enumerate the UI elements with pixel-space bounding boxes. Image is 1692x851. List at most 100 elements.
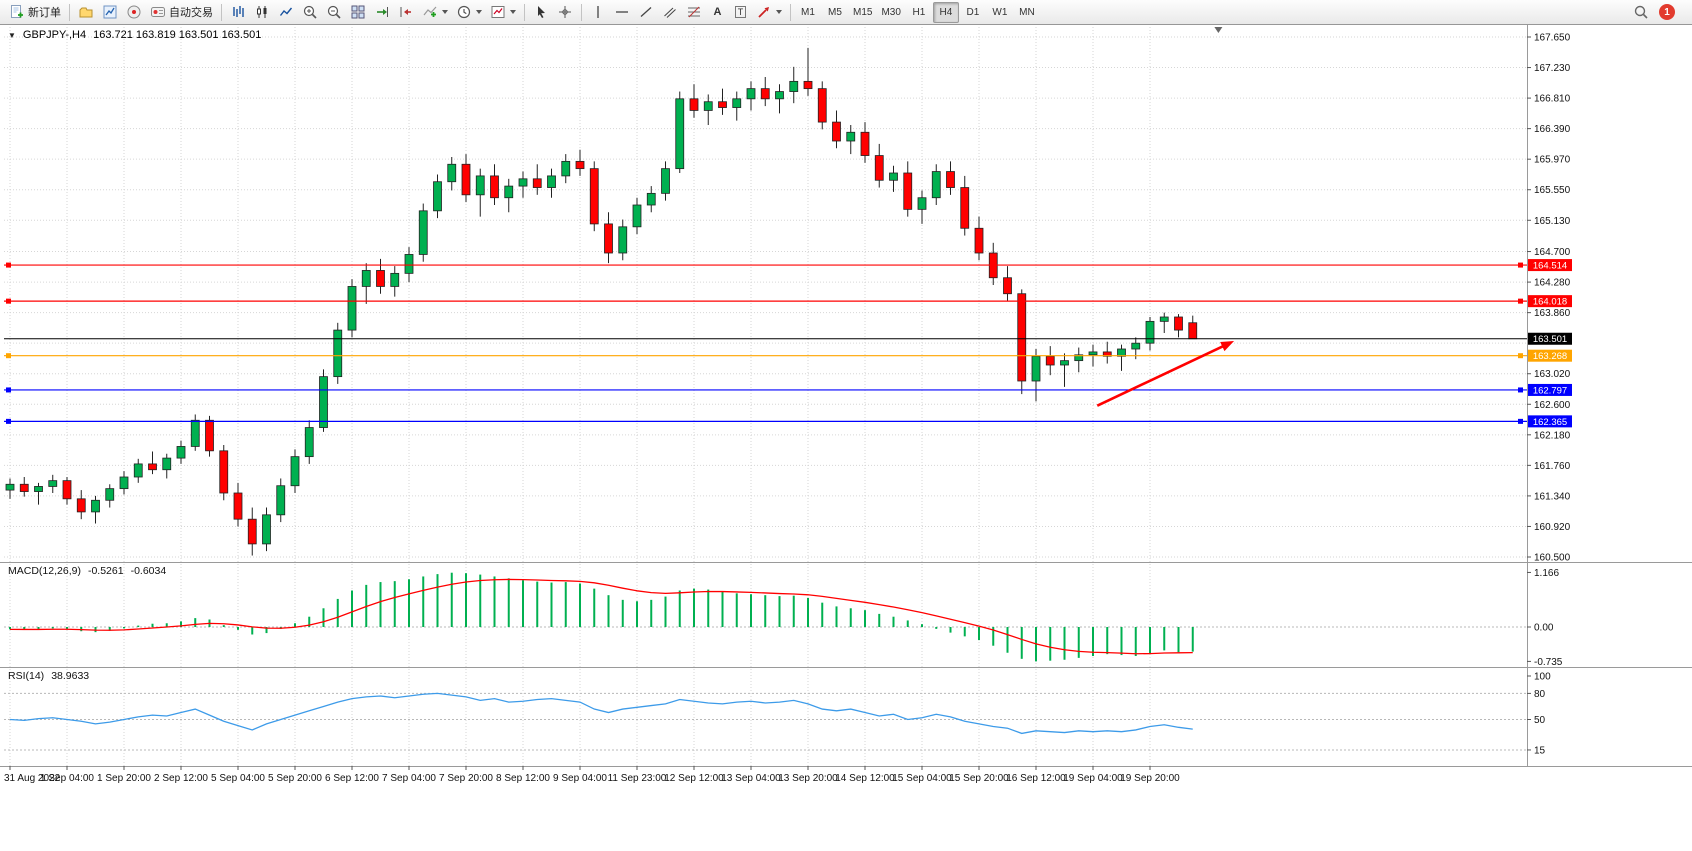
time-tick-label: 13 Sep 04:00: [721, 773, 781, 784]
time-tick-label: 16 Sep 12:00: [1006, 773, 1066, 784]
navigator-icon: [127, 5, 141, 19]
zoom-out-icon: [327, 5, 341, 19]
chart-canvas[interactable]: 167.650 167.230 166.810 166.390 165.970 165.5…: [0, 25, 1692, 851]
crosshair-icon: [559, 6, 571, 18]
line-handle[interactable]: [1518, 353, 1523, 359]
chart-grid: [4, 27, 1527, 766]
crosshair-button[interactable]: [553, 2, 577, 23]
svg-text:163.268: 163.268: [1533, 351, 1567, 362]
chart-symbol-period: GBPJPY-,H4: [22, 29, 87, 41]
axis-tick-label: 100: [1534, 672, 1551, 683]
auto-scroll-button[interactable]: [370, 2, 394, 23]
line-handle[interactable]: [6, 298, 11, 304]
line-handle[interactable]: [1518, 387, 1523, 393]
line-chart-button[interactable]: [274, 2, 298, 23]
rsi-pane: [4, 692, 1527, 751]
timeframe-button-m1[interactable]: M1: [795, 2, 821, 23]
autotrading-button[interactable]: 自动交易: [146, 2, 217, 23]
axis-tick-label: 160.920: [1534, 522, 1571, 533]
autotrading-label: 自动交易: [169, 7, 213, 19]
templates-icon: [491, 6, 505, 18]
macd-label: MACD(12,26,9): [8, 565, 81, 577]
timeframe-button-w1[interactable]: W1: [987, 2, 1013, 23]
chart-shift-button[interactable]: [394, 2, 418, 23]
navigator-button[interactable]: [122, 2, 146, 23]
hline-164.514[interactable]: [4, 262, 1527, 268]
hline-163.268[interactable]: [4, 353, 1527, 359]
macd-signal-line: [9, 578, 1193, 655]
axis-tick-label: 1.166: [1534, 568, 1559, 579]
one-click-collapse-icon[interactable]: ▼: [8, 30, 16, 40]
axis-tick-label: 15: [1534, 745, 1546, 756]
search-button[interactable]: [1629, 2, 1653, 23]
trend-arrow[interactable]: [1096, 341, 1235, 407]
timeframe-button-h1[interactable]: H1: [906, 2, 932, 23]
line-handle[interactable]: [1518, 298, 1523, 304]
notification-badge[interactable]: 1: [1659, 4, 1675, 20]
bar-chart-button[interactable]: [226, 2, 250, 23]
timeframe-button-h4[interactable]: H4: [932, 1, 959, 23]
time-tick-label: 1 Sep 04:00: [40, 773, 94, 784]
timeframe-button-m5[interactable]: M5: [822, 2, 848, 23]
new-order-icon: [11, 5, 23, 18]
tile-windows-button[interactable]: [346, 2, 370, 23]
timeframe-button-m15[interactable]: M15: [849, 2, 876, 23]
trendline-button[interactable]: [634, 2, 658, 23]
new-order-label: 新订单: [28, 7, 61, 19]
arrow-tool-icon: [758, 7, 769, 18]
time-tick-label: 13 Sep 20:00: [778, 773, 838, 784]
candlestick-chart-button[interactable]: [250, 2, 274, 23]
line-handle[interactable]: [1518, 418, 1523, 424]
rsi-value: 38.9633: [51, 670, 90, 682]
price-badge-163.268: 163.268: [1528, 349, 1572, 362]
time-tick-label: 31 Aug 2022: [4, 773, 61, 784]
market-watch-button[interactable]: [98, 2, 122, 23]
hline-164.018[interactable]: [4, 298, 1527, 304]
axis-tick-label: 164.280: [1534, 278, 1571, 289]
periods-icon: [457, 5, 471, 19]
vertical-line-button[interactable]: [586, 2, 610, 23]
line-handle[interactable]: [6, 262, 11, 268]
timeframe-button-d1[interactable]: D1: [960, 2, 986, 23]
rsi-line: [9, 692, 1193, 735]
dropdown-caret-icon: [776, 10, 782, 14]
text-label-tool-button[interactable]: T: [729, 2, 752, 23]
toolbar-separator: [524, 3, 525, 21]
text-tool-button[interactable]: A: [706, 2, 729, 23]
line-handle[interactable]: [1518, 262, 1523, 268]
line-handle[interactable]: [6, 418, 11, 424]
dropdown-caret-icon: [442, 10, 448, 14]
hline-162.365[interactable]: [4, 418, 1527, 424]
profiles-button[interactable]: [74, 2, 98, 23]
price-badge-162.365: 162.365: [1528, 415, 1572, 428]
fibonacci-icon: [688, 6, 700, 18]
arrows-tool-button[interactable]: [752, 2, 786, 23]
time-tick-label: 15 Sep 04:00: [892, 773, 952, 784]
bar-chart-icon: [233, 6, 244, 17]
price-badge-163.501: 163.501: [1528, 332, 1572, 345]
timeframe-button-mn[interactable]: MN: [1014, 2, 1040, 23]
templates-button[interactable]: [486, 2, 520, 23]
price-badge-164.018: 164.018: [1528, 295, 1572, 308]
periods-button[interactable]: [452, 2, 486, 23]
time-tick-label: 9 Sep 04:00: [553, 773, 607, 784]
horizontal-line-button[interactable]: [610, 2, 634, 23]
line-handle[interactable]: [6, 387, 11, 393]
axis-tick-label: 165.970: [1534, 155, 1571, 166]
zoom-out-button[interactable]: [322, 2, 346, 23]
cursor-icon: [538, 6, 545, 18]
equidistant-channel-button[interactable]: [658, 2, 682, 23]
timeframe-button-m30[interactable]: M30: [877, 2, 904, 23]
new-order-button[interactable]: 新订单: [5, 2, 65, 23]
macd-pane-label: MACD(12,26,9) -0.5261 -0.6034: [8, 565, 166, 577]
zoom-in-button[interactable]: [298, 2, 322, 23]
price-axis[interactable]: 167.650 167.230 166.810 166.390 165.970 165.5…: [1527, 33, 1571, 757]
chart-shift-marker[interactable]: [1214, 27, 1223, 33]
indicators-button[interactable]: [418, 2, 452, 23]
line-handle[interactable]: [6, 353, 11, 359]
tile-windows-icon: [351, 5, 365, 19]
hline-162.797[interactable]: [4, 387, 1527, 393]
fibonacci-button[interactable]: [682, 2, 706, 23]
cursor-button[interactable]: [529, 2, 553, 23]
